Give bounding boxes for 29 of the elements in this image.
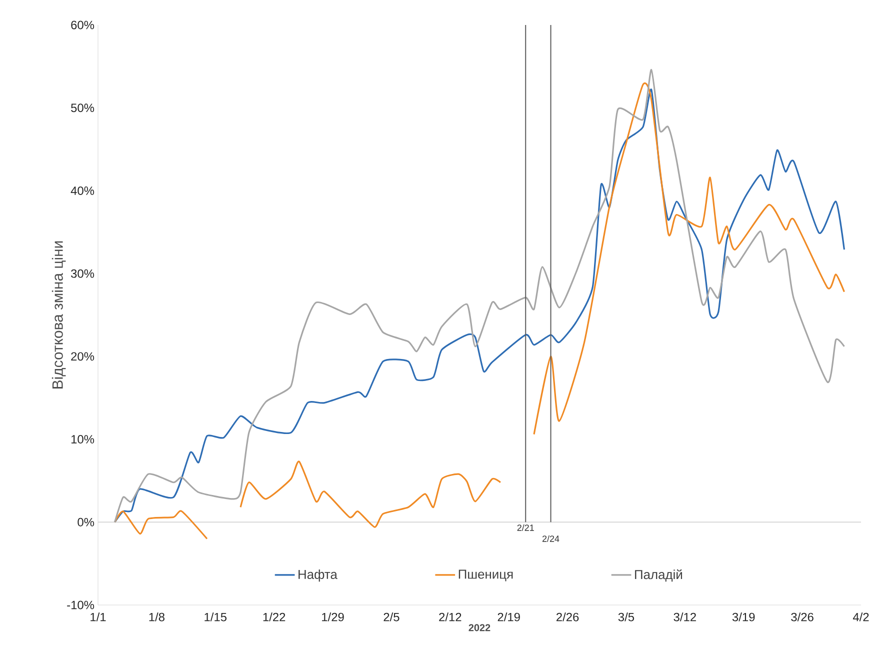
y-tick-label: 30% (71, 269, 94, 278)
x-tick-label: 4/2 (852, 612, 869, 622)
y-tick-label: 60% (71, 20, 94, 30)
x-tick-label: 1/1 (90, 612, 106, 622)
x-tick-label: 2/26 (556, 612, 579, 622)
y-tick-label: 20% (71, 352, 94, 361)
x-tick-label: 1/29 (322, 612, 344, 622)
x-tick-label: 2/12 (439, 612, 462, 622)
legend-label: Нафта (298, 570, 338, 582)
x-tick-label: 3/19 (732, 612, 755, 622)
x-tick-label: 2/19 (498, 612, 520, 622)
y-tick-label: 10% (71, 435, 94, 444)
x-tick-label: 1/22 (263, 612, 286, 622)
x-tick-label: 1/15 (204, 612, 227, 622)
y-tick-label: -10% (67, 600, 94, 610)
x-tick-label: 3/26 (791, 612, 814, 622)
x-tick-label: 3/5 (618, 612, 634, 622)
y-tick-label: 40% (70, 186, 94, 195)
y-tick-label: 50% (71, 104, 94, 112)
ref-line-label: 2/21 (517, 524, 534, 531)
x-tick-label: 1/8 (149, 612, 164, 622)
x-axis-title: 2022 (468, 624, 490, 632)
x-tick-label: 3/12 (674, 612, 696, 622)
legend-label: Паладій (635, 569, 682, 582)
y-tick-label: 0% (78, 518, 94, 526)
y-axis-title: Відсоткова зміна ціни (52, 241, 66, 388)
x-tick-label: 2/5 (384, 612, 400, 622)
legend-label: Пшениця (458, 570, 513, 582)
ref-line-label: 2/24 (542, 535, 560, 542)
